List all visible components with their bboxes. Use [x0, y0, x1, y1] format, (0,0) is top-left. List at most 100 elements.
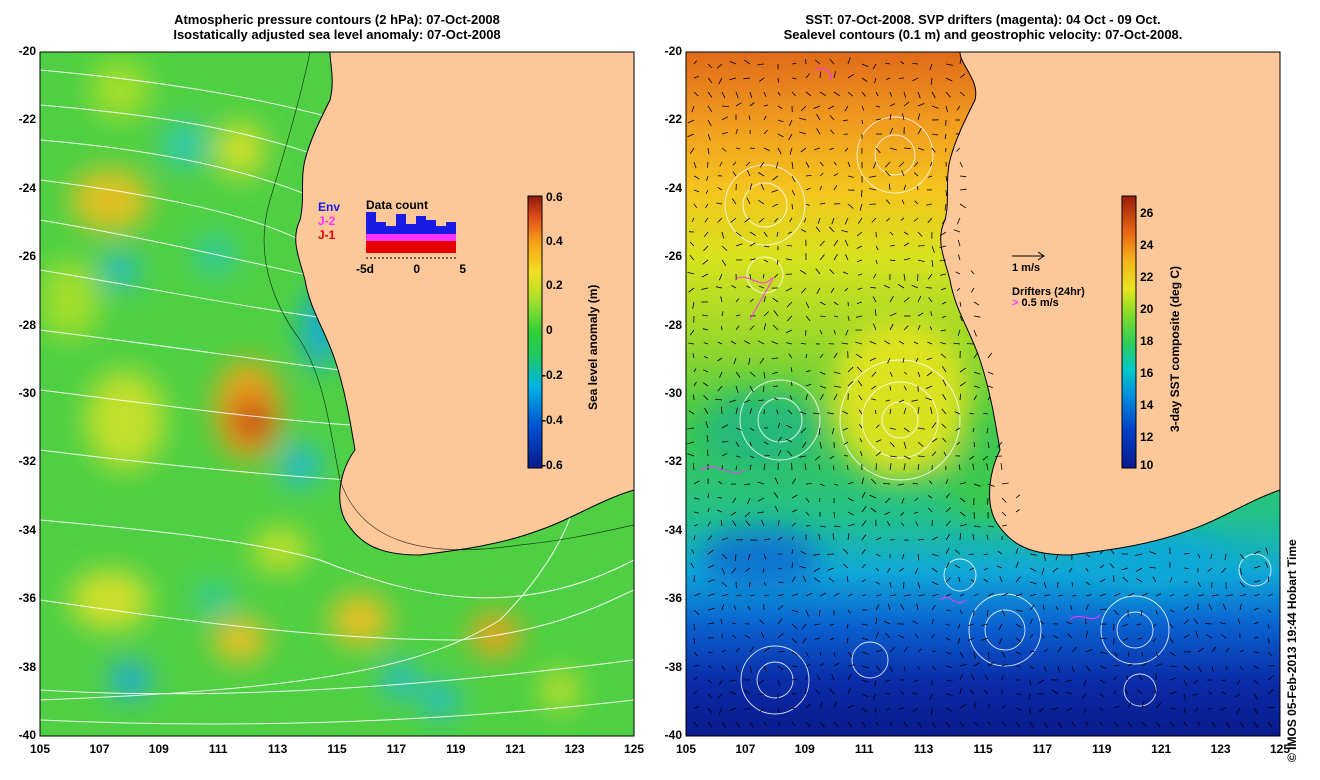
velocity-arrow — [1265, 562, 1269, 569]
velocity-arrow — [913, 341, 919, 345]
velocity-arrow — [875, 721, 879, 726]
velocity-arrow — [939, 231, 947, 237]
velocity-arrow — [777, 105, 783, 109]
velocity-arrow — [842, 119, 849, 122]
velocity-arrow — [913, 511, 919, 514]
velocity-arrow — [763, 721, 768, 727]
sst-tick: 16 — [1140, 366, 1154, 380]
left-lon-tick: 113 — [267, 742, 288, 756]
velocity-arrow — [903, 325, 909, 331]
velocity-arrow — [1071, 594, 1077, 597]
velocity-arrow — [987, 385, 993, 388]
velocity-arrow — [1239, 721, 1245, 729]
velocity-arrow — [703, 231, 709, 237]
velocity-arrow — [956, 441, 961, 446]
velocity-arrow — [777, 422, 781, 429]
velocity-arrow — [833, 185, 838, 191]
left-lon-tick: 119 — [446, 742, 466, 756]
velocity-arrow — [758, 399, 765, 401]
velocity-arrow — [732, 171, 737, 177]
velocity-arrow — [872, 296, 877, 303]
velocity-arrow — [931, 634, 935, 639]
velocity-arrow — [816, 113, 821, 121]
velocity-arrow — [1001, 704, 1007, 709]
velocity-arrow — [763, 538, 771, 541]
velocity-arrow — [856, 315, 863, 318]
velocity-arrow — [707, 521, 711, 527]
velocity-arrow — [1099, 593, 1107, 597]
sst-tick: 12 — [1140, 430, 1154, 444]
velocity-arrow — [958, 576, 961, 583]
velocity-arrow — [721, 553, 728, 559]
velocity-arrow — [983, 553, 989, 556]
velocity-arrow — [721, 581, 728, 587]
velocity-arrow — [973, 525, 981, 528]
velocity-arrow — [819, 71, 822, 79]
right-ocean-field — [686, 52, 1280, 736]
velocity-arrow — [972, 427, 975, 433]
velocity-arrow — [788, 119, 793, 127]
velocity-arrow — [973, 702, 977, 709]
velocity-arrow — [831, 217, 835, 225]
velocity-arrow — [803, 217, 807, 223]
velocity-arrow — [1057, 594, 1063, 597]
velocity-arrow — [903, 273, 906, 281]
sst-colorbar-label: 3-day SST composite (deg C) — [1168, 265, 1182, 432]
velocity-arrow — [847, 593, 853, 597]
left-lon-tick: 107 — [89, 742, 110, 756]
velocity-arrow — [833, 91, 841, 97]
velocity-arrow — [749, 242, 756, 247]
velocity-arrow — [791, 189, 796, 196]
velocity-arrow — [912, 63, 919, 65]
velocity-arrow — [715, 286, 723, 289]
velocity-arrow — [945, 561, 950, 569]
velocity-arrow — [1029, 567, 1037, 572]
velocity-arrow — [939, 245, 947, 249]
velocity-arrow — [1029, 604, 1035, 611]
velocity-arrow — [1028, 693, 1031, 701]
velocity-arrow — [785, 329, 793, 334]
velocity-arrow — [749, 427, 755, 432]
velocity-arrow — [833, 721, 839, 728]
velocity-arrow — [735, 427, 742, 431]
velocity-arrow — [889, 231, 894, 236]
velocity-arrow — [871, 217, 877, 223]
left-lat-tick: -22 — [18, 112, 36, 127]
velocity-arrow — [941, 301, 947, 305]
velocity-arrow — [1197, 553, 1201, 559]
velocity-arrow — [721, 147, 727, 152]
velocity-arrow — [889, 259, 896, 262]
velocity-arrow — [847, 91, 854, 97]
velocity-arrow — [903, 297, 910, 303]
velocity-arrow — [791, 562, 794, 569]
velocity-arrow — [945, 77, 953, 82]
velocity-arrow — [705, 421, 709, 429]
velocity-arrow — [785, 287, 793, 292]
velocity-arrow — [799, 117, 807, 121]
velocity-arrow — [916, 185, 919, 191]
velocity-arrow — [805, 161, 810, 168]
velocity-arrow — [1197, 581, 1201, 587]
velocity-arrow — [819, 441, 822, 449]
velocity-arrow — [702, 328, 709, 331]
velocity-arrow — [859, 203, 863, 211]
velocity-arrow — [931, 245, 935, 253]
drifter-speed-row: > 0.5 m/s — [1012, 297, 1059, 309]
right-lat-tick: -34 — [664, 522, 682, 537]
velocity-arrow — [869, 188, 877, 191]
velocity-arrow — [958, 254, 961, 261]
velocity-arrow — [973, 329, 977, 337]
velocity-arrow — [846, 576, 849, 583]
velocity-arrow — [959, 203, 967, 209]
velocity-arrow — [842, 271, 849, 275]
velocity-arrow — [999, 575, 1003, 583]
velocity-arrow — [828, 577, 835, 583]
velocity-arrow — [819, 254, 825, 261]
velocity-arrow — [1169, 637, 1174, 644]
velocity-arrow — [841, 342, 849, 345]
velocity-arrow — [875, 617, 878, 625]
velocity-arrow — [819, 393, 824, 401]
velocity-arrow — [772, 297, 779, 303]
velocity-arrow — [703, 369, 709, 373]
velocity-arrow — [791, 678, 797, 681]
